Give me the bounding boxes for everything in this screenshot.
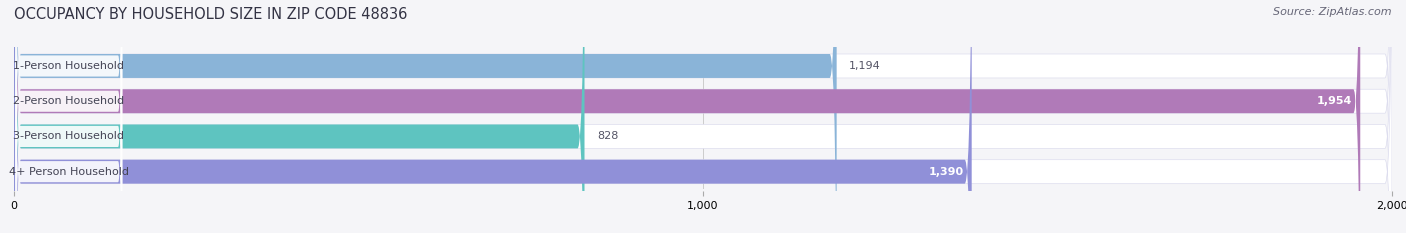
FancyBboxPatch shape: [14, 0, 1360, 233]
Text: 2-Person Household: 2-Person Household: [13, 96, 124, 106]
Text: 1,954: 1,954: [1316, 96, 1353, 106]
FancyBboxPatch shape: [15, 0, 122, 233]
FancyBboxPatch shape: [14, 0, 972, 233]
FancyBboxPatch shape: [15, 0, 122, 233]
Text: 3-Person Household: 3-Person Household: [13, 131, 124, 141]
FancyBboxPatch shape: [14, 0, 1392, 233]
FancyBboxPatch shape: [14, 0, 1392, 233]
Text: Source: ZipAtlas.com: Source: ZipAtlas.com: [1274, 7, 1392, 17]
Text: 1,390: 1,390: [928, 167, 963, 177]
Text: OCCUPANCY BY HOUSEHOLD SIZE IN ZIP CODE 48836: OCCUPANCY BY HOUSEHOLD SIZE IN ZIP CODE …: [14, 7, 408, 22]
FancyBboxPatch shape: [15, 0, 122, 233]
Text: 1,194: 1,194: [849, 61, 880, 71]
Text: 4+ Person Household: 4+ Person Household: [8, 167, 129, 177]
FancyBboxPatch shape: [15, 0, 122, 233]
Text: 828: 828: [598, 131, 619, 141]
FancyBboxPatch shape: [14, 0, 585, 233]
FancyBboxPatch shape: [14, 0, 1392, 233]
FancyBboxPatch shape: [14, 0, 837, 233]
FancyBboxPatch shape: [14, 0, 1392, 233]
Text: 1-Person Household: 1-Person Household: [13, 61, 124, 71]
